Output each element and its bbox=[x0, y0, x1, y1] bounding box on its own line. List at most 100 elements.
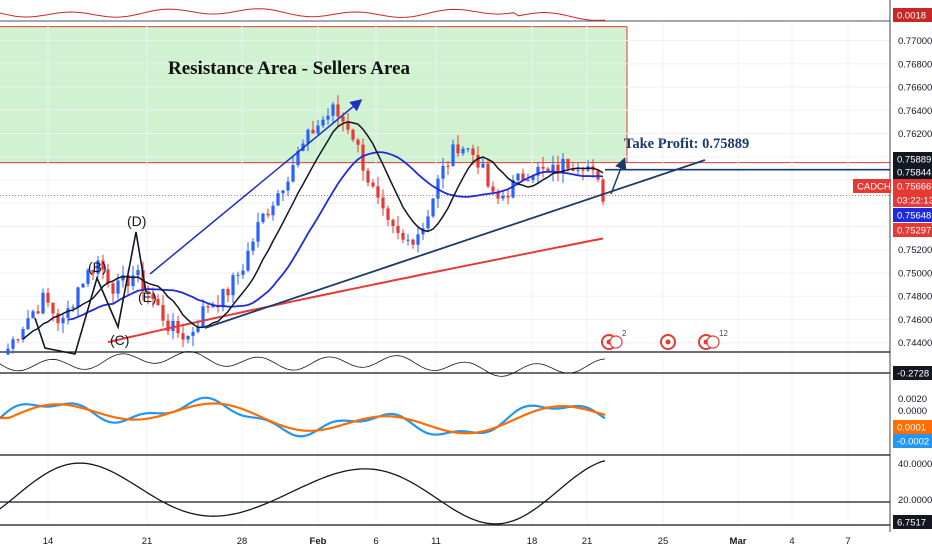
price-tag-bg bbox=[893, 366, 932, 380]
x-tick-label: 4 bbox=[789, 536, 794, 547]
price-tag-text: 0.75844 bbox=[897, 168, 931, 179]
event-badge-count: 12 bbox=[719, 329, 728, 338]
price-tag-text: 0.75648 bbox=[897, 211, 931, 222]
candle-body bbox=[66, 308, 70, 318]
candle-body bbox=[281, 190, 285, 194]
candle-body bbox=[56, 313, 60, 324]
macd-orange-line bbox=[0, 402, 606, 435]
candle-body bbox=[391, 219, 395, 226]
candle-body bbox=[456, 144, 460, 154]
candle-body bbox=[501, 195, 505, 199]
candle-body bbox=[521, 173, 525, 181]
candle-body bbox=[546, 168, 550, 171]
candle-body bbox=[146, 291, 150, 295]
candle-body bbox=[26, 318, 30, 330]
candle-body bbox=[6, 348, 10, 355]
candle-body bbox=[336, 104, 340, 117]
candle-body bbox=[21, 329, 25, 340]
candle-body bbox=[451, 144, 455, 166]
top-oscillator-line bbox=[0, 8, 606, 21]
candle-body bbox=[166, 320, 170, 332]
price-tag-bg bbox=[893, 8, 932, 22]
candle-body bbox=[171, 320, 175, 332]
candle-body bbox=[76, 287, 80, 308]
price-tag-text: CADCHF bbox=[857, 182, 897, 193]
y-tick-label: 0.75000 bbox=[898, 268, 932, 279]
candle-body bbox=[211, 304, 215, 308]
price-tag-bg bbox=[893, 193, 932, 207]
candle-body bbox=[296, 150, 300, 166]
candle-body bbox=[446, 165, 450, 167]
indicator-tick: 20.0000 bbox=[898, 495, 932, 506]
candle-body bbox=[51, 302, 55, 314]
candle-body bbox=[481, 163, 485, 168]
price-tag-bg bbox=[893, 515, 932, 529]
wave-pattern-line bbox=[34, 231, 147, 355]
candle-body bbox=[241, 270, 245, 275]
price-tag-text: 0.75889 bbox=[897, 155, 931, 166]
x-tick-label: 7 bbox=[845, 536, 850, 547]
candle-body bbox=[86, 269, 90, 284]
price-tag-text: 0.0001 bbox=[897, 423, 926, 434]
x-tick-label: Mar bbox=[730, 536, 747, 547]
price-tag-bg bbox=[893, 165, 932, 179]
candle-body bbox=[181, 333, 185, 340]
candle-body bbox=[411, 239, 415, 245]
candle-body bbox=[421, 228, 425, 235]
price-tag-bg bbox=[853, 179, 891, 193]
candle-body bbox=[461, 148, 465, 154]
candle-body bbox=[416, 234, 420, 245]
take-profit-label: Take Profit: 0.75889 bbox=[624, 136, 750, 152]
ma-mid-line bbox=[67, 151, 604, 321]
oscillator-1-line bbox=[0, 351, 606, 377]
event-icon-stack bbox=[706, 335, 720, 349]
candle-body bbox=[196, 326, 200, 332]
y-tick-label: 0.76600 bbox=[898, 83, 932, 94]
candle-body bbox=[491, 186, 495, 192]
take-profit-arrow bbox=[610, 157, 627, 195]
candle-body bbox=[466, 148, 470, 150]
candle-body bbox=[61, 317, 65, 324]
candle-body bbox=[396, 225, 400, 233]
y-tick-label: 0.74400 bbox=[898, 338, 932, 349]
candle-body bbox=[581, 169, 585, 171]
ma-slow-line bbox=[107, 237, 604, 344]
candle-body bbox=[31, 311, 35, 319]
candle-body bbox=[236, 274, 240, 276]
candle-body bbox=[11, 339, 15, 349]
candle-body bbox=[511, 180, 515, 198]
support-trendline bbox=[204, 159, 706, 329]
candle-body bbox=[386, 208, 390, 220]
event-icon-dot bbox=[665, 339, 671, 345]
candle-body bbox=[71, 307, 75, 309]
candle-body bbox=[571, 168, 575, 171]
candle-body bbox=[106, 269, 110, 284]
candle-body bbox=[261, 213, 265, 223]
candle-body bbox=[516, 173, 520, 181]
candle-body bbox=[346, 121, 350, 130]
candle-body bbox=[326, 115, 330, 120]
candle-body bbox=[266, 213, 270, 216]
y-tick-label: 0.74800 bbox=[898, 292, 932, 303]
candle-body bbox=[361, 144, 365, 171]
wave-label: (E) bbox=[138, 289, 157, 305]
candle-body bbox=[251, 241, 255, 251]
x-tick-label: 14 bbox=[43, 536, 54, 547]
candle-body bbox=[101, 260, 105, 270]
candle-body bbox=[556, 164, 560, 174]
candle-body bbox=[426, 216, 430, 229]
impulse-arrow bbox=[149, 99, 363, 275]
macd-blue-line bbox=[0, 396, 606, 438]
x-tick-label: 21 bbox=[582, 536, 593, 547]
price-tag-bg bbox=[893, 179, 932, 193]
candle-body bbox=[376, 186, 380, 198]
candle-body bbox=[226, 289, 230, 296]
price-tag-bg bbox=[893, 208, 932, 222]
candle-body bbox=[561, 158, 565, 174]
candle-body bbox=[151, 294, 155, 299]
candle-body bbox=[566, 158, 570, 169]
candle-body bbox=[356, 139, 360, 145]
candle-body bbox=[526, 180, 530, 182]
